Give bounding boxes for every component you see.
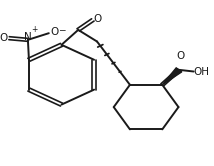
Text: O: O xyxy=(93,14,102,24)
Text: +: + xyxy=(31,25,37,34)
Text: O: O xyxy=(176,51,184,61)
Text: O: O xyxy=(0,33,8,43)
Text: −: − xyxy=(58,25,65,34)
Text: N: N xyxy=(24,32,32,42)
Text: OH: OH xyxy=(193,67,209,77)
Text: O: O xyxy=(51,27,59,37)
Polygon shape xyxy=(162,68,182,85)
